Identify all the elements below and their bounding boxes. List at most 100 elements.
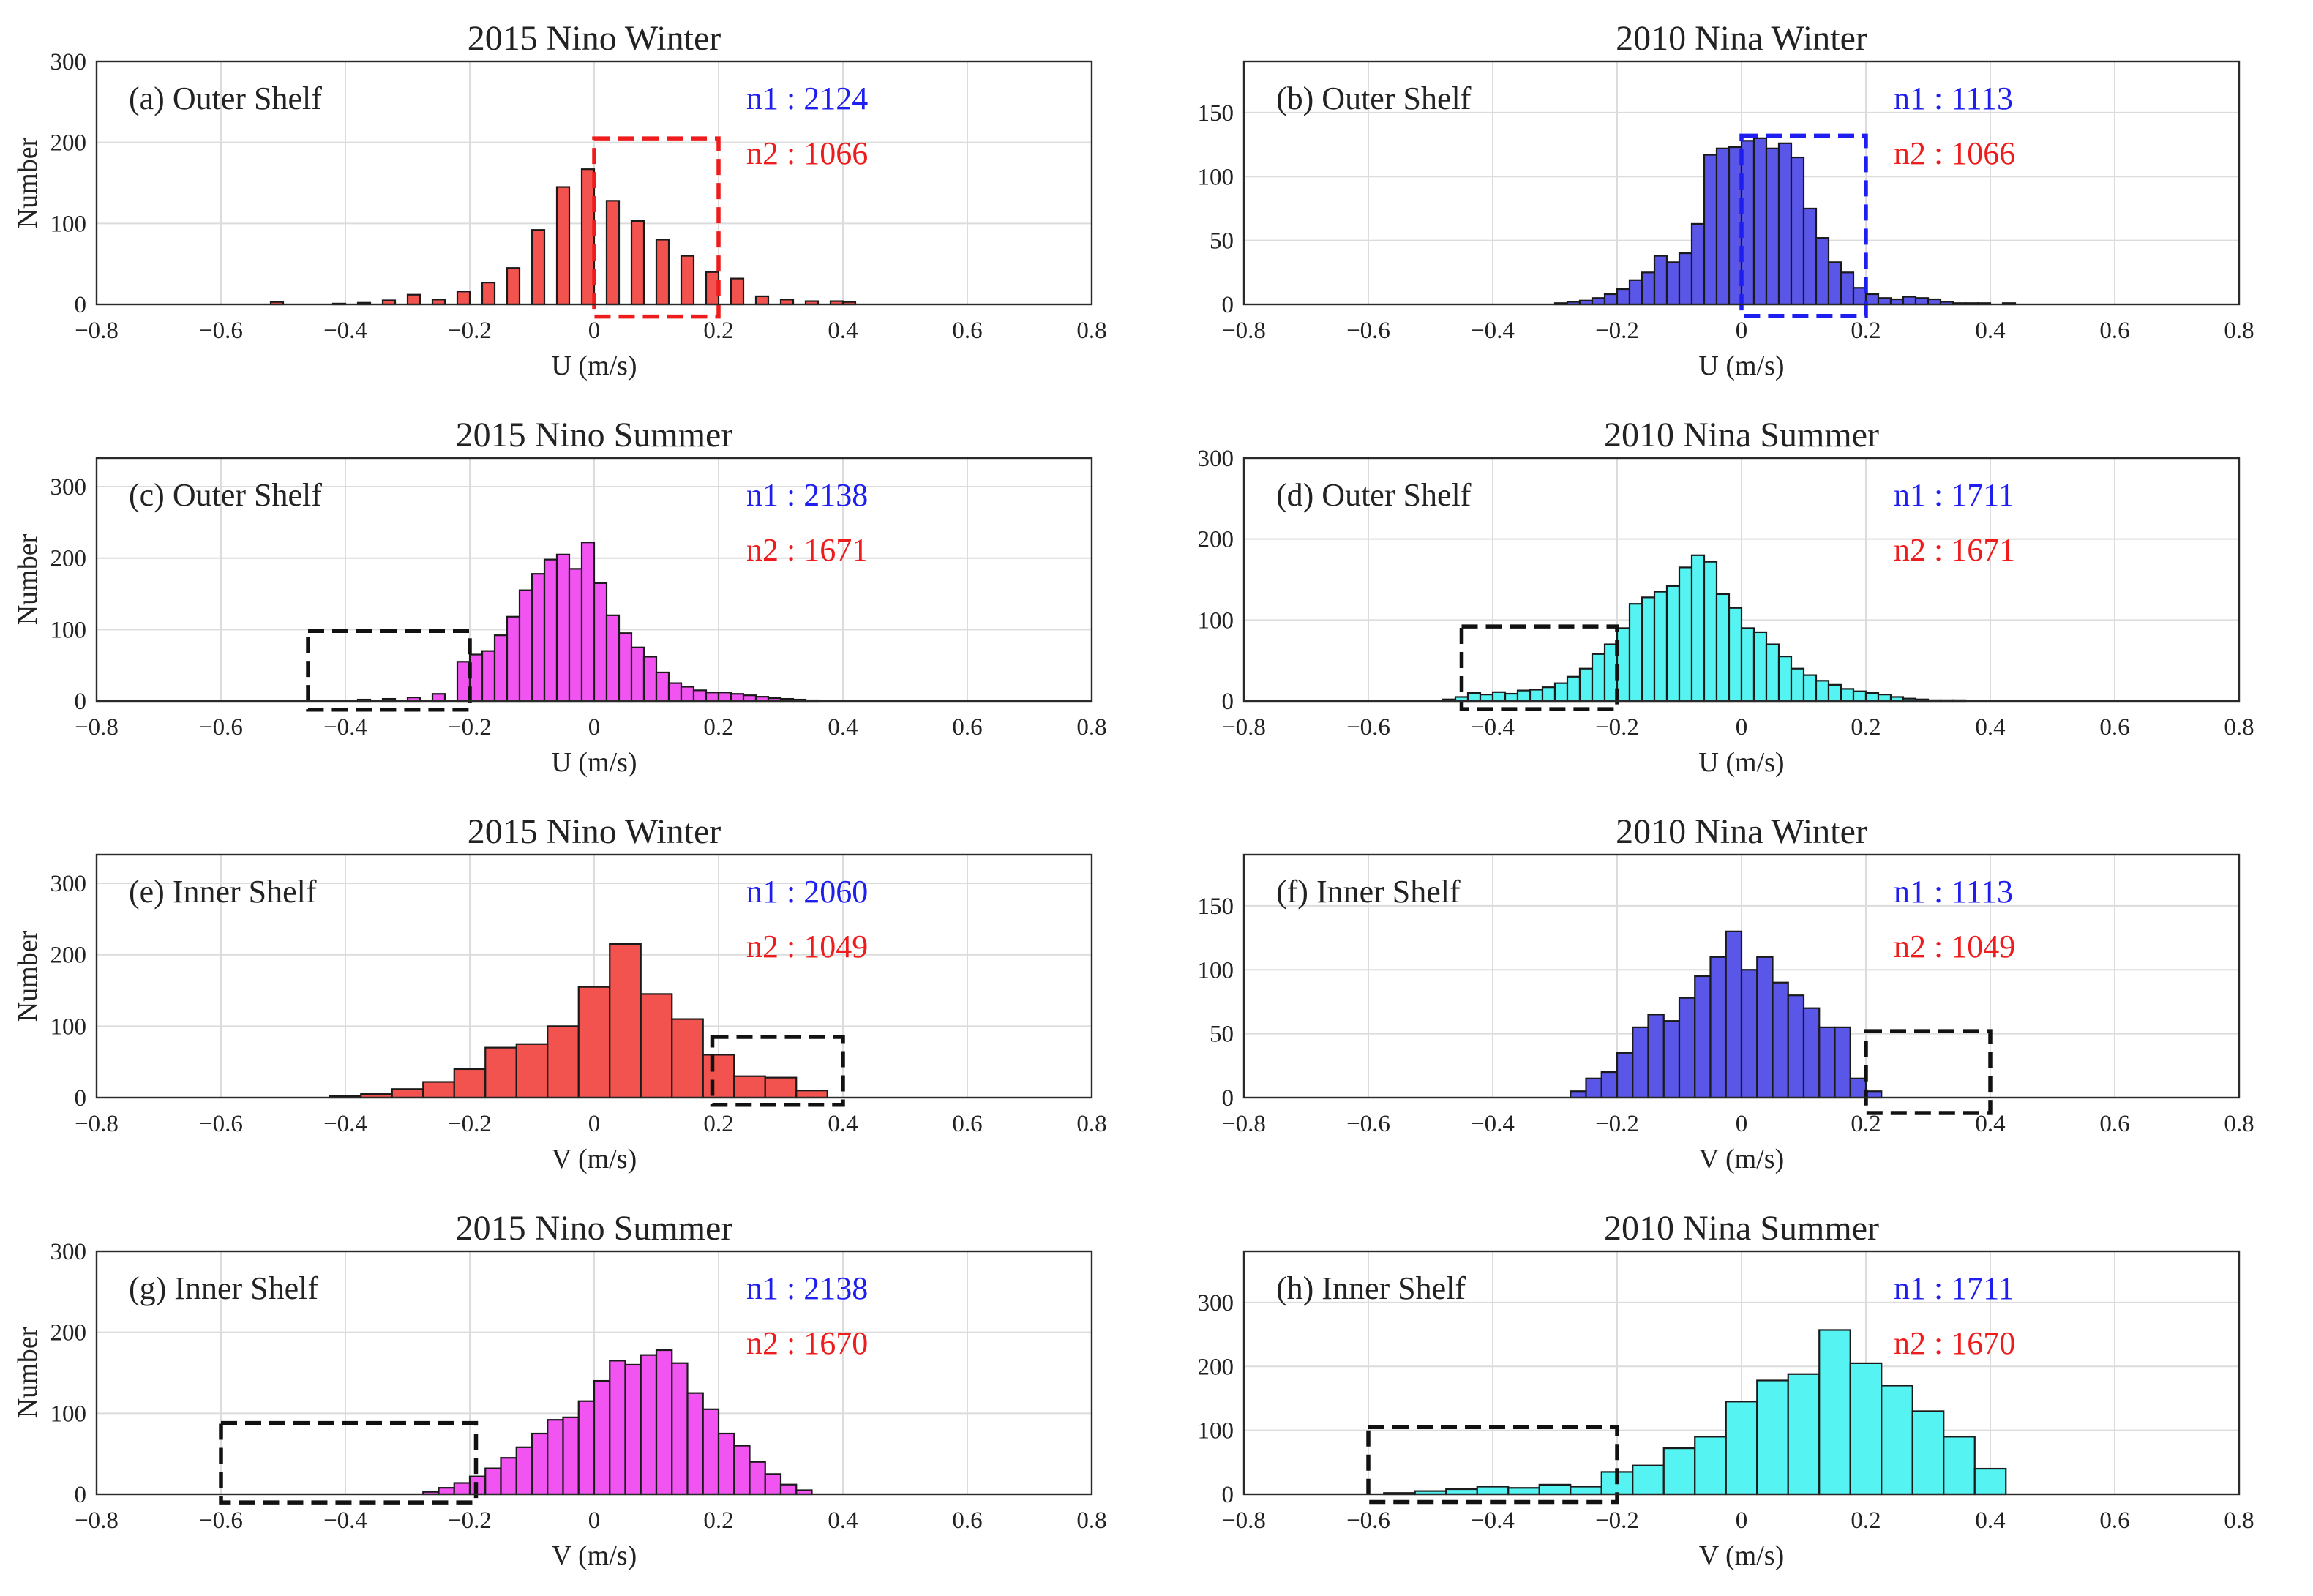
histogram-bar [577, 986, 611, 1099]
histogram-bar [1802, 1007, 1821, 1099]
x-tick-label: −0.4 [323, 714, 367, 741]
histogram-bar [1790, 667, 1805, 703]
x-tick-label: −0.4 [1471, 714, 1515, 741]
histogram-bar [795, 1090, 828, 1099]
x-tick-label: 0.6 [952, 1507, 982, 1534]
histogram-bar [531, 229, 546, 306]
panel-title: 2015 Nino Winter [468, 812, 721, 851]
histogram-bar [1491, 691, 1507, 703]
histogram-bar [733, 1075, 766, 1099]
y-tick-label: 50 [1210, 1022, 1234, 1048]
histogram-bar [1818, 1329, 1851, 1496]
panel-title: 2015 Nino Summer [456, 1209, 733, 1248]
histogram-bar [1852, 690, 1867, 703]
x-tick-label: 0.6 [952, 318, 982, 344]
histogram-bar [1632, 1026, 1649, 1099]
x-tick-label: 0 [588, 1507, 601, 1534]
n2-count: n2 : 1066 [1894, 135, 2015, 171]
histogram-bar [1802, 674, 1818, 703]
panel-label: (f) Inner Shelf [1276, 874, 1461, 910]
x-tick-label: 0.6 [952, 1111, 982, 1137]
x-tick-label: −0.2 [1595, 1111, 1639, 1137]
n2-count: n2 : 1049 [746, 929, 868, 964]
histogram-bar [1827, 683, 1842, 703]
histogram-bar [680, 686, 695, 703]
histogram-bar [453, 1068, 487, 1099]
y-tick-label: 200 [1198, 527, 1234, 553]
x-tick-label: 0.2 [703, 714, 733, 741]
panel-title: 2010 Nina Summer [1604, 416, 1879, 454]
histogram-bar [1765, 147, 1780, 306]
histogram-bar [671, 1018, 704, 1099]
x-tick-label: 0.4 [1975, 1507, 2005, 1534]
x-tick-label: −0.4 [323, 1507, 367, 1534]
histogram-bar [1603, 293, 1619, 306]
x-tick-label: 0.8 [1076, 1507, 1106, 1534]
histogram-bar [1881, 1385, 1913, 1496]
dashed-region-box [306, 629, 472, 712]
histogram-bar [1815, 237, 1830, 306]
histogram-bar [1849, 1077, 1867, 1099]
histogram-bar [680, 255, 695, 306]
histogram-bar [1504, 692, 1519, 703]
histogram-bar [1740, 627, 1755, 703]
y-tick-label: 100 [1198, 164, 1234, 190]
histogram-bar [1777, 656, 1793, 703]
dashed-region-box [219, 1420, 479, 1505]
y-tick-label: 300 [1198, 446, 1234, 472]
x-tick-label: 0.2 [703, 318, 733, 344]
histogram-bar [593, 582, 608, 703]
x-tick-label: 0 [588, 318, 601, 344]
y-tick-label: 0 [1222, 1085, 1234, 1112]
histogram-bar [1694, 975, 1712, 1099]
histogram-bar [717, 692, 732, 703]
histogram-bar [1516, 689, 1532, 703]
histogram-bar [779, 1483, 798, 1496]
histogram-bar [749, 1461, 766, 1496]
histogram-bar [1818, 1026, 1836, 1099]
n1-count: n1 : 1113 [1894, 874, 2013, 910]
histogram-bar [1616, 288, 1631, 306]
histogram-bar [1678, 252, 1693, 306]
histogram-bar [484, 1467, 502, 1496]
x-tick-label: 0.6 [2099, 1111, 2129, 1137]
panel-title: 2010 Nina Winter [1616, 19, 1867, 58]
histogram-bar [1678, 997, 1696, 1099]
histogram-bar [1628, 279, 1643, 306]
histogram-bar [754, 295, 770, 306]
histogram-bar [1840, 688, 1855, 703]
histogram-bar [531, 1432, 549, 1496]
histogram-bar [1772, 981, 1789, 1099]
histogram-bar [1553, 682, 1569, 703]
x-tick-label: 0 [588, 1111, 601, 1137]
x-tick-label: −0.2 [448, 1507, 492, 1534]
n2-count: n2 : 1049 [1894, 929, 2015, 964]
dashed-region-box [1864, 1029, 1993, 1115]
histogram-bar [406, 293, 421, 306]
y-tick-label: 300 [50, 871, 87, 897]
x-tick-label: 0.4 [828, 714, 858, 741]
x-tick-label: 0.6 [2099, 714, 2129, 741]
histogram-bar [1570, 1090, 1587, 1099]
n2-count: n2 : 1671 [746, 532, 868, 568]
histogram-bar [717, 1432, 735, 1496]
histogram-bar [1715, 593, 1731, 703]
histogram-bar [518, 589, 533, 703]
histogram-bar [1790, 156, 1805, 306]
histogram-bar [1725, 930, 1743, 1099]
histogram-bar [1591, 653, 1606, 703]
x-axis-label: U (m/s) [1698, 747, 1784, 778]
histogram-bar [391, 1088, 424, 1099]
n2-count: n2 : 1670 [1894, 1325, 2015, 1361]
n1-count: n1 : 2124 [746, 80, 868, 116]
histogram-bar [609, 1360, 626, 1496]
x-axis-label: V (m/s) [552, 1144, 637, 1174]
panel-h: −0.8 −0.6 −0.4 −0.2 0 0.2 0.4 0.6 0.8 0 100 200 300 2… [1198, 1209, 2254, 1571]
n1-count: n1 : 2138 [746, 477, 868, 513]
histogram-bar [764, 1473, 782, 1496]
histogram-bar [1864, 1090, 1883, 1099]
panel-label: (g) Inner Shelf [129, 1270, 318, 1306]
y-tick-label: 100 [1198, 957, 1234, 984]
axes-frame [95, 1250, 1093, 1496]
